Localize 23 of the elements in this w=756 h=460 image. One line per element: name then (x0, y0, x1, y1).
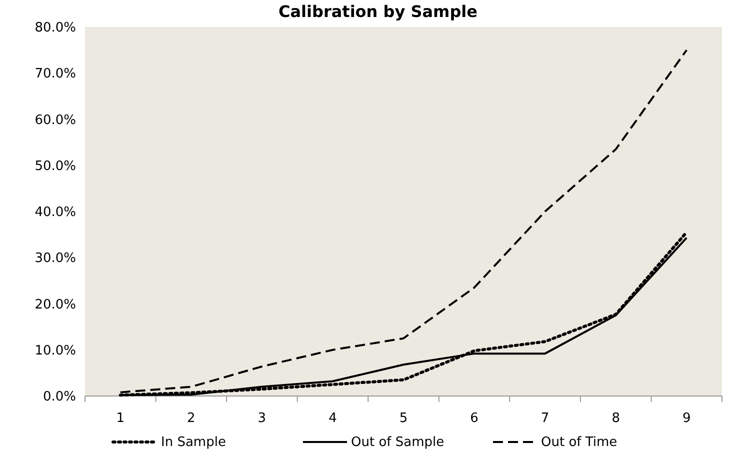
line-series (119, 49, 688, 394)
x-tick-label: 5 (399, 411, 408, 426)
legend-label: Out of Sample (351, 435, 444, 450)
x-tick-label: 2 (187, 411, 196, 426)
x-tick-label: 3 (258, 411, 266, 426)
y-tick-label: 20.0% (34, 297, 76, 312)
x-tick-label: 7 (540, 411, 550, 426)
y-tick-label: 80.0% (34, 20, 76, 36)
chart-title: Calibration by Sample (278, 2, 478, 21)
legend-label: Out of Time (541, 435, 618, 450)
y-tick-label: 10.0% (34, 343, 76, 358)
y-tick-label: 40.0% (34, 205, 76, 220)
x-tick-label: 8 (612, 411, 620, 426)
y-tick-label: 0.0% (42, 390, 76, 405)
x-tick-label: 9 (682, 411, 691, 426)
y-tick-label: 30.0% (34, 251, 76, 266)
y-tick-label: 70.0% (34, 66, 76, 82)
y-tick-label: 60.0% (34, 112, 76, 128)
legend-label: In Sample (161, 435, 226, 450)
x-tick-label: 1 (116, 411, 125, 426)
x-tick-label: 6 (470, 411, 478, 426)
y-tick-label: 50.0% (34, 158, 76, 174)
x-tick-label: 4 (328, 411, 337, 426)
